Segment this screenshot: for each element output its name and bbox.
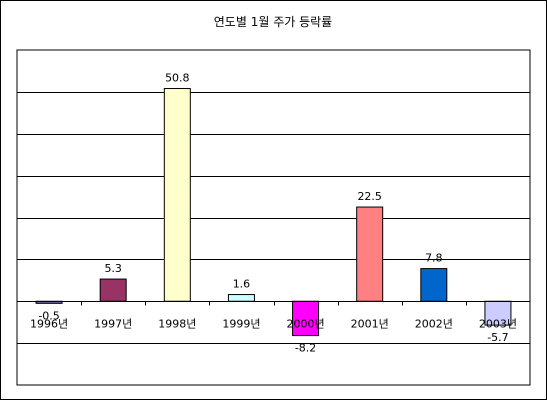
value-label: 1.6 (233, 278, 251, 291)
value-label: 7.8 (425, 252, 443, 265)
category-label: 1998년 (158, 318, 196, 331)
category-label: 2003년 (479, 318, 517, 331)
chart-title: 연도별 1월 주가 등락률 (214, 15, 332, 29)
value-label: -0.5 (38, 309, 59, 322)
plot-area (16, 49, 531, 386)
bar-2002년 (420, 268, 448, 302)
category-label: 1996년 (30, 318, 68, 331)
category-label: 1997년 (94, 318, 132, 331)
bars (35, 88, 512, 337)
category-labels: 1996년 1997년 1998년 1999년 2000년 2001년 2002년 2003년 (30, 318, 517, 331)
category-label: 2000년 (287, 318, 325, 331)
bar-1998년 (163, 88, 191, 302)
category-label: 2001년 (351, 318, 389, 331)
category-axis (17, 301, 530, 306)
bar-2001년 (356, 206, 384, 302)
gridlines (17, 92, 530, 344)
bar-1997년 (99, 278, 127, 302)
value-label: -8.2 (295, 342, 316, 355)
bar-1999년 (227, 294, 255, 302)
value-label: 50.8 (165, 72, 190, 85)
value-label: -5.7 (487, 331, 508, 344)
value-labels: -0.5 5.3 50.8 1.6 -8.2 22.5 7.8 -5.7 (38, 72, 508, 355)
category-label: 2002년 (415, 318, 453, 331)
category-label: 1999년 (222, 318, 260, 331)
value-label: 5.3 (104, 262, 122, 275)
plot-area-border (16, 49, 531, 386)
value-label: 22.5 (357, 190, 382, 203)
